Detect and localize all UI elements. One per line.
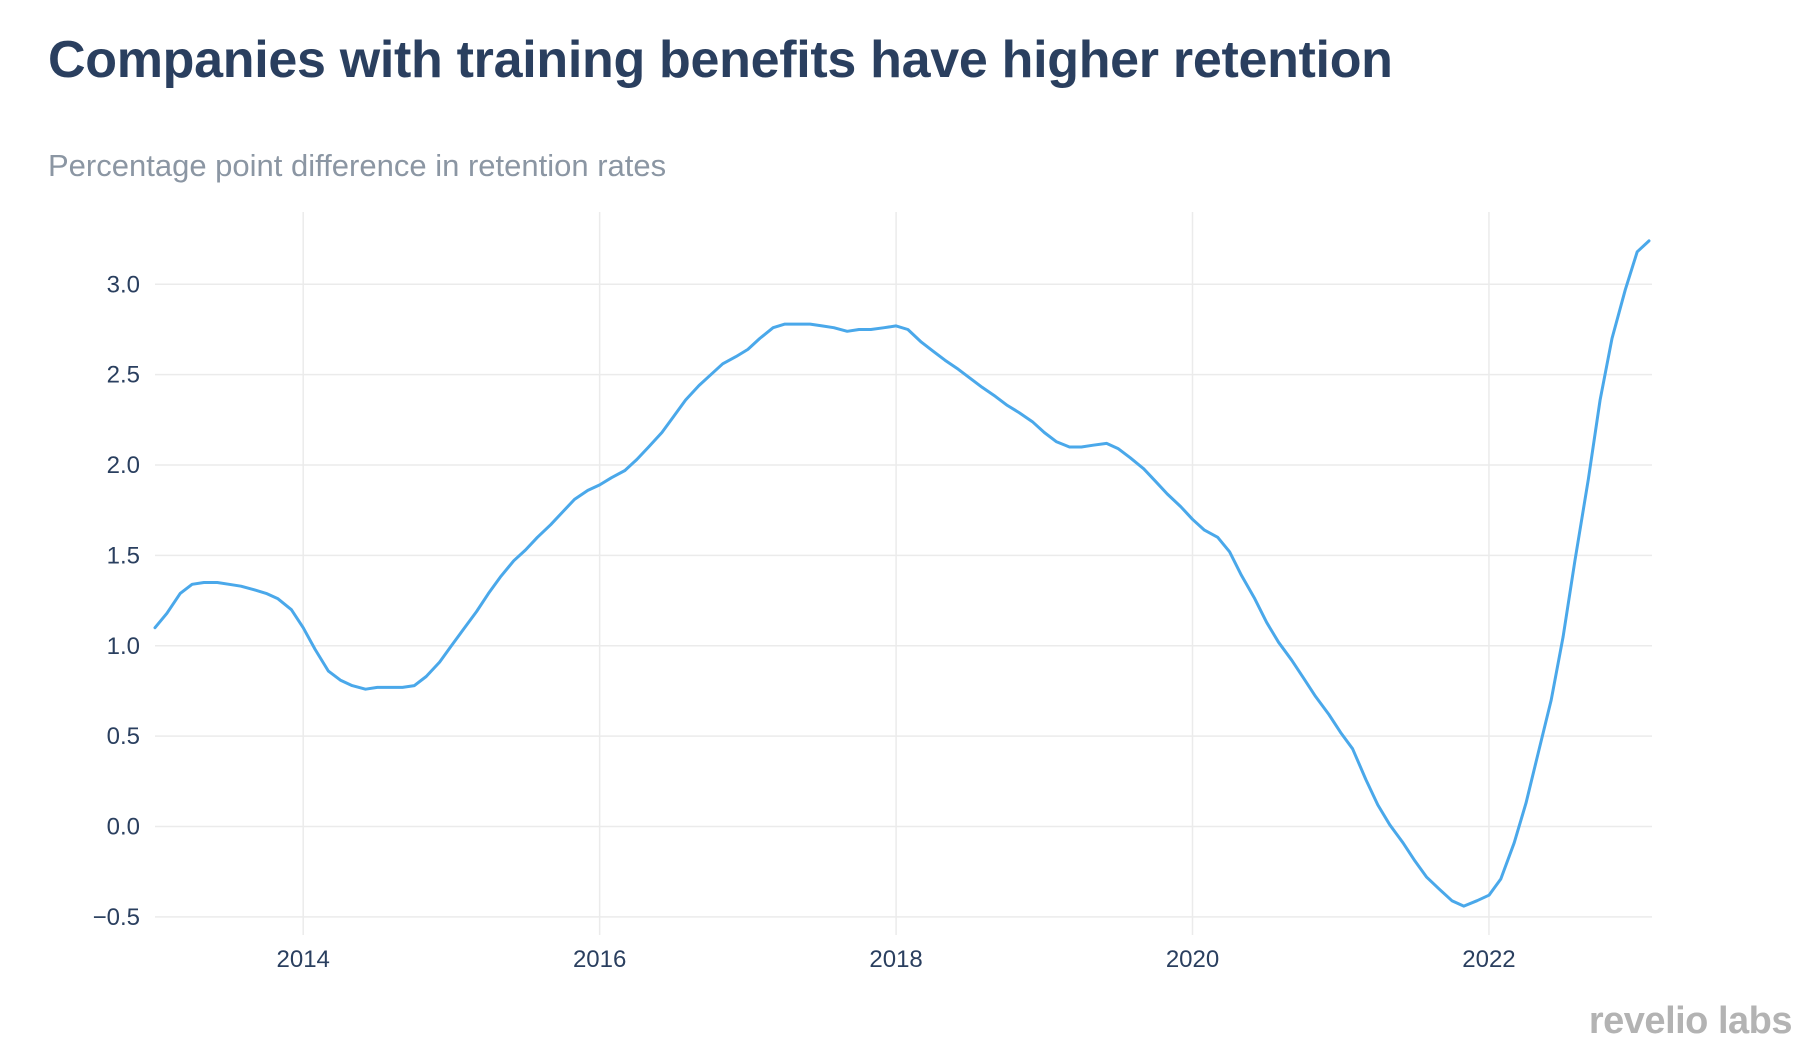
x-tick-label: 2022 bbox=[1462, 946, 1515, 973]
x-tick-label: 2018 bbox=[869, 946, 922, 973]
y-tick-label: 2.5 bbox=[107, 362, 140, 389]
y-tick-label: 1.0 bbox=[107, 633, 140, 660]
grid bbox=[155, 212, 1652, 935]
y-tick-label: −0.5 bbox=[93, 904, 140, 931]
x-tick-label: 2016 bbox=[573, 946, 626, 973]
x-tick-label: 2014 bbox=[277, 946, 330, 973]
y-tick-label: 2.0 bbox=[107, 452, 140, 479]
chart-title: Companies with training benefits have hi… bbox=[48, 31, 1393, 89]
y-tick-label: 0.5 bbox=[107, 723, 140, 750]
series-line bbox=[153, 239, 1651, 908]
y-tick-label: 1.5 bbox=[107, 542, 140, 569]
y-tick-label: 3.0 bbox=[107, 271, 140, 298]
revelio-labs-logo: revelio labs bbox=[1588, 1000, 1793, 1042]
series bbox=[153, 239, 1651, 908]
chart-subtitle: Percentage point difference in retention… bbox=[48, 148, 667, 183]
x-tick-label: 2020 bbox=[1166, 946, 1219, 973]
y-tick-label: 0.0 bbox=[107, 814, 140, 841]
axes: −0.5 0.0 0.5 1.0 1.5 2.0 2.5 3.0 2014 2016 2018 202… bbox=[93, 271, 1516, 973]
